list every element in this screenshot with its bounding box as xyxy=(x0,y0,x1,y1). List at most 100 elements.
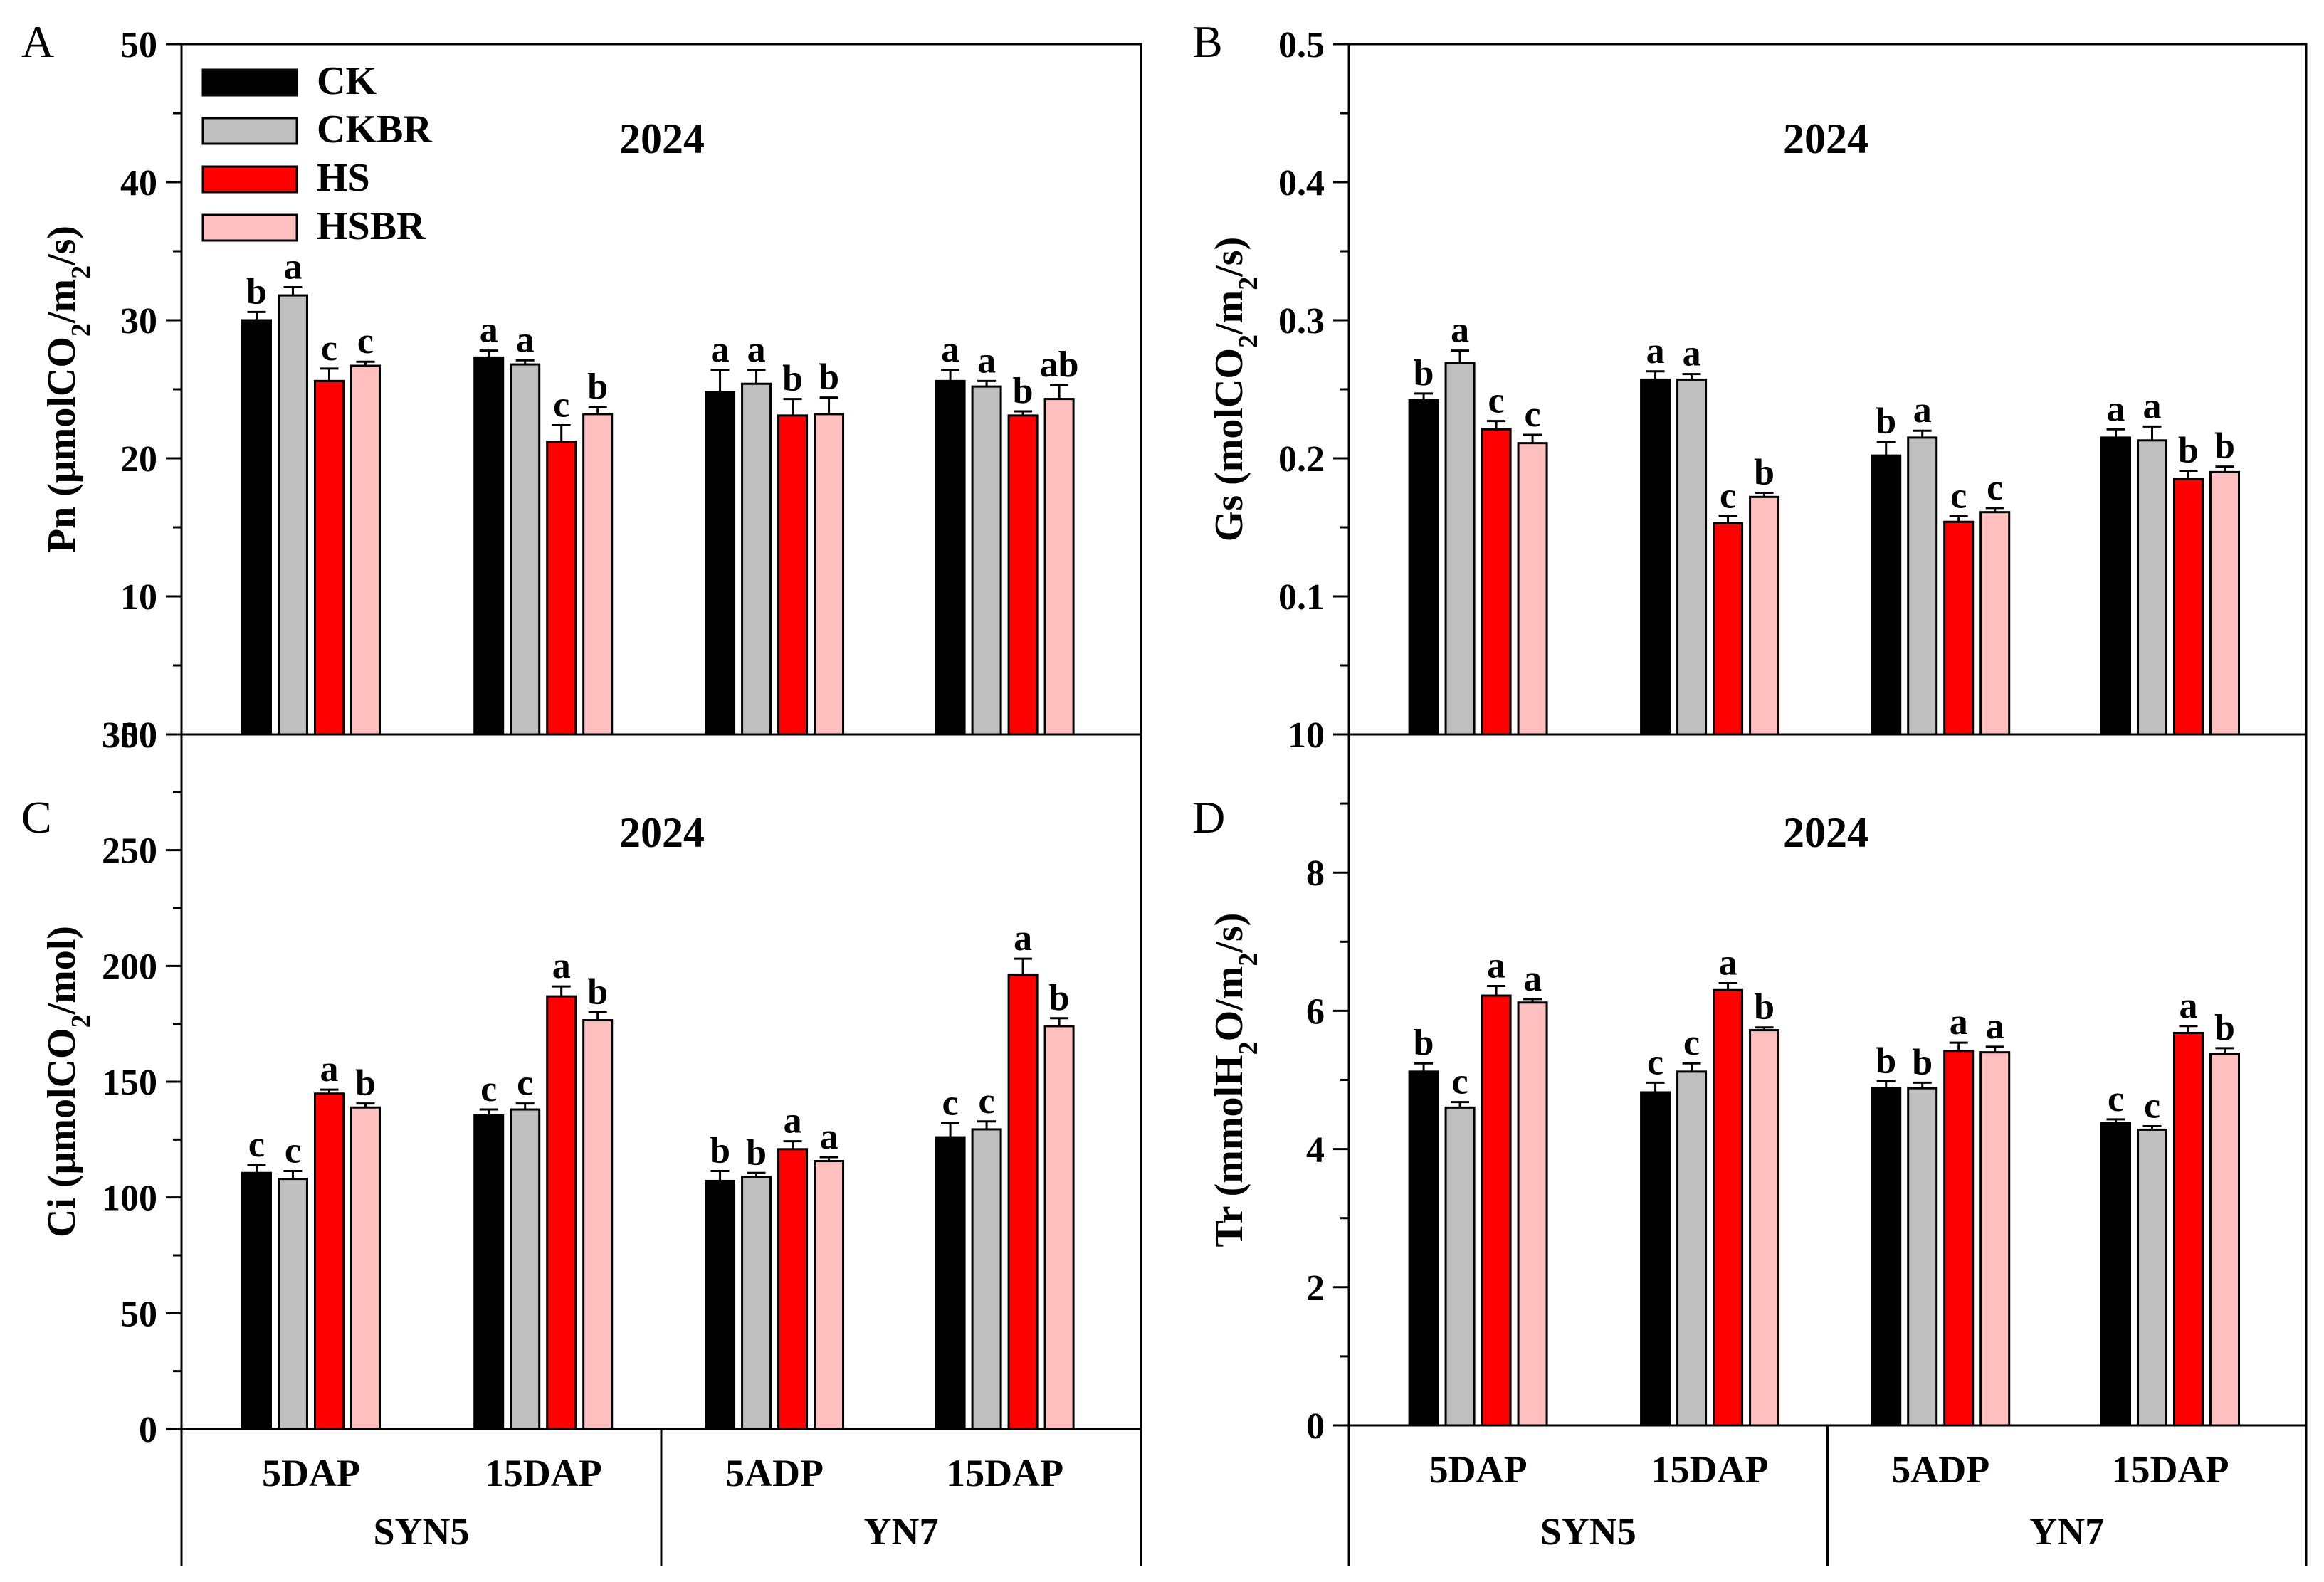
significance-letter: a xyxy=(320,1049,338,1090)
bar xyxy=(1979,511,2011,736)
significance-letter: ab xyxy=(1040,344,1079,385)
y-tick-label: 4 xyxy=(1306,1130,1325,1171)
x-group-label: YN7 xyxy=(864,1510,939,1553)
x-category-label: 15DAP xyxy=(946,1452,1063,1494)
significance-letter: c xyxy=(942,1083,959,1124)
bar xyxy=(2100,1122,2132,1427)
significance-letter: a xyxy=(820,1117,838,1157)
significance-letter: a xyxy=(283,246,302,287)
significance-letter: b xyxy=(710,1130,730,1171)
bar xyxy=(1871,1087,1902,1427)
significance-letter: b xyxy=(1754,453,1774,493)
panel-letter: C xyxy=(21,792,52,843)
bar xyxy=(2209,1053,2241,1427)
chart-title: 2024 xyxy=(619,115,705,162)
significance-letter: a xyxy=(2180,986,2198,1026)
x-group-label: SYN5 xyxy=(1540,1510,1636,1553)
bar xyxy=(705,391,736,736)
significance-letter: c xyxy=(2144,1086,2160,1127)
panel-c: 0 50 100 150 200 250 300 Ci (μmolCO2/mol) C 2024 c… xyxy=(21,715,1142,1566)
significance-letter: a xyxy=(1523,959,1542,999)
bar xyxy=(935,1136,966,1430)
y-tick-label: 0 xyxy=(1306,1406,1325,1447)
y-tick-label: 150 xyxy=(102,1062,157,1103)
bar xyxy=(1676,1070,1708,1427)
significance-letter: b xyxy=(1414,353,1434,394)
y-tick-label: 50 xyxy=(120,25,157,65)
significance-letter: c xyxy=(979,1081,995,1122)
significance-letter: c xyxy=(357,321,374,362)
bar xyxy=(1676,378,1708,736)
significance-letter: a xyxy=(2143,386,2162,426)
y-tick-label: 2 xyxy=(1306,1268,1325,1309)
significance-letter: a xyxy=(784,1101,802,1141)
y-tick-label: 200 xyxy=(102,946,157,987)
bar xyxy=(1517,1001,1548,1427)
x-group-label: SYN5 xyxy=(373,1510,469,1553)
significance-letter: a xyxy=(1487,945,1505,986)
bar xyxy=(1444,1106,1476,1427)
bar xyxy=(582,1019,614,1430)
bar xyxy=(1713,522,1744,736)
bar xyxy=(1907,436,1938,736)
significance-letter: a xyxy=(516,320,535,360)
significance-letter: a xyxy=(480,310,498,351)
significance-letter: a xyxy=(711,329,730,370)
bar xyxy=(1943,520,1975,736)
y-tick-label: 0.4 xyxy=(1278,163,1325,204)
bar xyxy=(546,441,577,736)
bar xyxy=(1749,495,1780,736)
y-axis-label: Pn (μmolCO2/m2/s) xyxy=(40,226,96,553)
bar xyxy=(1943,1050,1975,1427)
y-tick-label: 0.3 xyxy=(1278,301,1325,342)
y-axis-label: Gs (molCO2/m2/s) xyxy=(1207,237,1263,542)
bar xyxy=(1007,414,1039,736)
y-tick-label: 6 xyxy=(1306,991,1325,1032)
x-group-label: YN7 xyxy=(2029,1510,2104,1553)
bar xyxy=(510,363,541,736)
bar xyxy=(935,379,966,736)
significance-letter: b xyxy=(1754,987,1774,1028)
bar xyxy=(741,1176,772,1430)
x-category-label: 5DAP xyxy=(1429,1448,1528,1491)
significance-letter: c xyxy=(517,1063,533,1104)
significance-letter: b xyxy=(1049,978,1070,1018)
y-tick-label: 8 xyxy=(1306,853,1325,894)
bar xyxy=(277,1178,308,1430)
significance-letter: b xyxy=(2214,1008,2235,1048)
significance-letter: a xyxy=(1913,390,1932,431)
bar xyxy=(1043,1025,1075,1430)
bar xyxy=(1640,378,1671,736)
bar xyxy=(2137,439,2168,736)
significance-letter: b xyxy=(246,271,267,312)
significance-letter: c xyxy=(1452,1062,1468,1102)
y-tick-label: 0.2 xyxy=(1278,439,1325,480)
bar xyxy=(1481,994,1512,1427)
significance-letter: a xyxy=(941,329,959,370)
significance-letter: b xyxy=(587,971,608,1012)
significance-letter: b xyxy=(2214,426,2235,467)
significance-letter: a xyxy=(977,340,996,381)
y-tick-label: 350 xyxy=(102,715,157,756)
bar xyxy=(349,364,381,736)
bar xyxy=(241,1171,272,1430)
bar xyxy=(241,319,272,736)
y-tick-label: 0.1 xyxy=(1278,577,1325,618)
bar xyxy=(1517,442,1548,736)
significance-letter: b xyxy=(1876,401,1896,442)
y-axis-label: Tr (mmolH2O/m2/s) xyxy=(1207,913,1263,1248)
y-tick-label: 10 xyxy=(120,577,157,618)
bar xyxy=(971,1128,1002,1430)
significance-letter: c xyxy=(553,384,569,425)
significance-letter: a xyxy=(1719,943,1737,984)
significance-letter: b xyxy=(1013,371,1034,411)
significance-letter: a xyxy=(1986,1006,2004,1047)
significance-letter: a xyxy=(1451,310,1469,351)
bar xyxy=(1907,1087,1938,1427)
legend-label: HSBR xyxy=(317,204,426,248)
bar xyxy=(705,1179,736,1430)
legend-swatch xyxy=(201,117,298,145)
significance-letter: b xyxy=(2178,430,2199,470)
